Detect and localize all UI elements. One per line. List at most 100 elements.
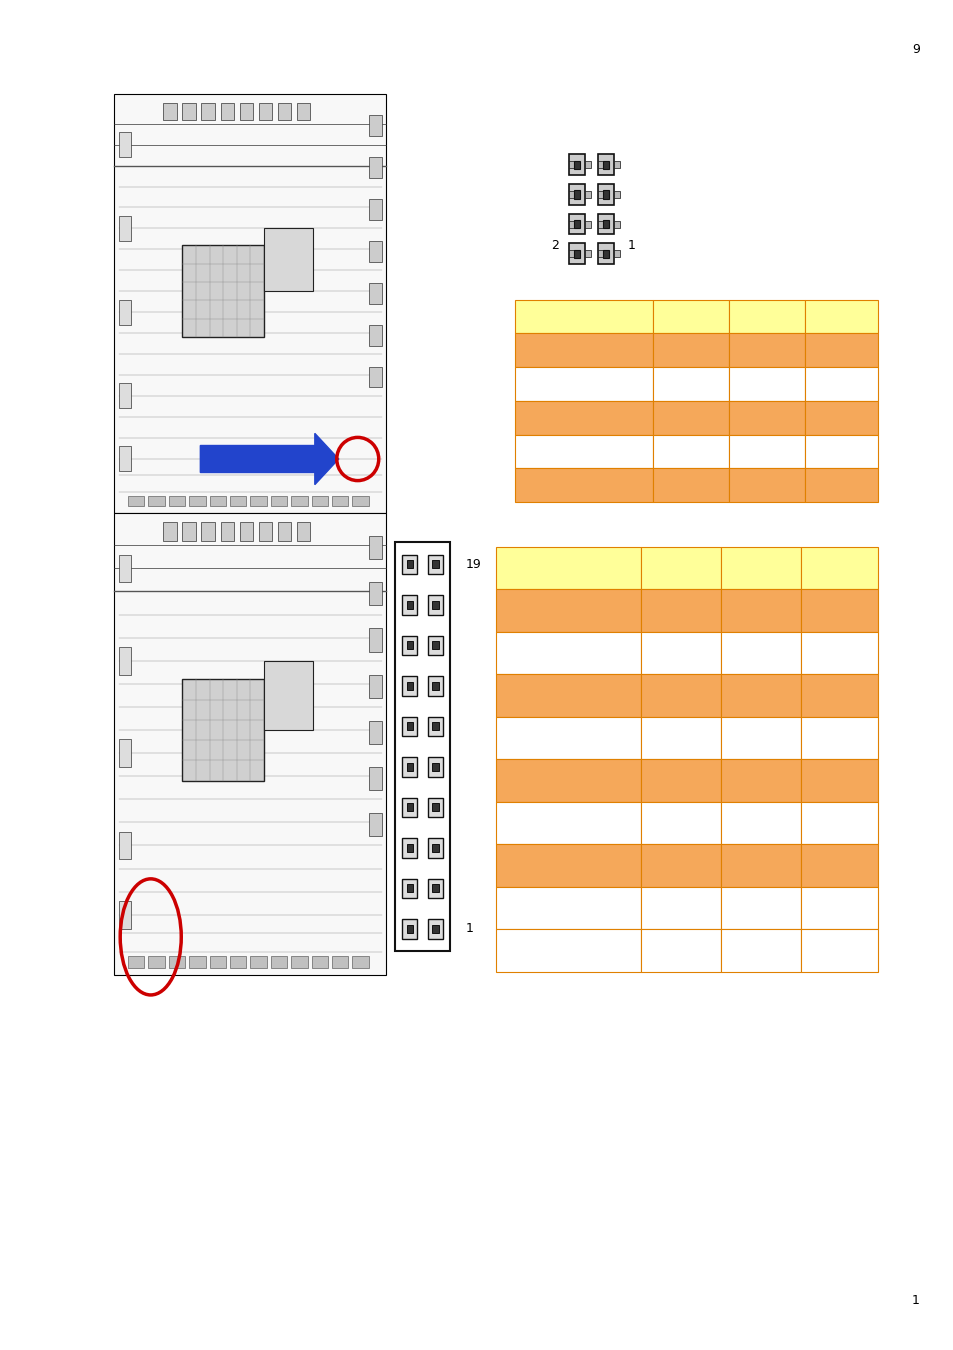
Bar: [401, 676, 416, 695]
Bar: [432, 641, 438, 649]
Bar: [264, 228, 313, 292]
Bar: [369, 721, 381, 744]
Bar: [720, 589, 801, 632]
Bar: [169, 956, 185, 968]
Bar: [230, 956, 246, 968]
Bar: [401, 838, 416, 857]
Bar: [496, 845, 640, 887]
Bar: [584, 190, 590, 198]
Bar: [264, 660, 313, 730]
Bar: [720, 547, 801, 589]
Bar: [119, 132, 131, 158]
Bar: [496, 547, 640, 589]
Bar: [496, 802, 640, 845]
Bar: [427, 919, 442, 938]
Bar: [427, 838, 442, 857]
Bar: [432, 560, 438, 568]
Bar: [640, 632, 720, 675]
Bar: [230, 495, 246, 506]
Bar: [574, 220, 579, 228]
Bar: [568, 154, 584, 176]
Bar: [427, 636, 442, 655]
Bar: [584, 250, 590, 258]
Bar: [614, 250, 619, 258]
Bar: [119, 555, 131, 582]
Bar: [352, 956, 368, 968]
Bar: [114, 95, 386, 513]
Bar: [728, 367, 804, 401]
Bar: [369, 629, 381, 652]
Bar: [728, 435, 804, 468]
Bar: [432, 844, 438, 852]
Bar: [597, 243, 614, 265]
Bar: [401, 555, 416, 574]
Bar: [568, 213, 584, 235]
Bar: [720, 632, 801, 675]
Bar: [801, 887, 877, 929]
Bar: [312, 495, 328, 506]
Bar: [201, 522, 214, 541]
Bar: [801, 802, 877, 845]
Bar: [220, 522, 233, 541]
Bar: [239, 522, 253, 541]
Bar: [640, 717, 720, 759]
Bar: [401, 717, 416, 736]
Bar: [369, 767, 381, 790]
Bar: [128, 956, 144, 968]
Bar: [720, 717, 801, 759]
Bar: [640, 845, 720, 887]
Bar: [568, 250, 574, 258]
Bar: [801, 929, 877, 972]
Bar: [496, 717, 640, 759]
Bar: [515, 468, 652, 502]
Bar: [801, 845, 877, 887]
Bar: [584, 220, 590, 228]
Bar: [728, 300, 804, 333]
Bar: [515, 367, 652, 401]
Bar: [801, 717, 877, 759]
Bar: [652, 401, 728, 435]
Bar: [574, 250, 579, 258]
Bar: [291, 495, 307, 506]
Bar: [406, 884, 413, 892]
Bar: [114, 513, 386, 975]
Bar: [369, 675, 381, 698]
Bar: [427, 595, 442, 614]
Bar: [277, 103, 291, 120]
Bar: [406, 560, 413, 568]
Text: 2: 2: [551, 239, 558, 252]
Bar: [406, 601, 413, 609]
Bar: [652, 333, 728, 367]
Bar: [258, 103, 272, 120]
Bar: [352, 495, 368, 506]
Bar: [210, 495, 226, 506]
Bar: [406, 803, 413, 811]
Bar: [369, 367, 381, 387]
Bar: [277, 522, 291, 541]
Text: 1: 1: [465, 922, 473, 936]
Bar: [210, 956, 226, 968]
Bar: [614, 220, 619, 228]
Bar: [332, 495, 348, 506]
Bar: [640, 759, 720, 802]
Bar: [720, 887, 801, 929]
Bar: [801, 547, 877, 589]
Bar: [568, 220, 574, 228]
Bar: [258, 522, 272, 541]
Bar: [432, 803, 438, 811]
Bar: [602, 190, 608, 198]
Bar: [597, 184, 614, 205]
Bar: [597, 213, 614, 235]
Bar: [728, 401, 804, 435]
Bar: [296, 522, 310, 541]
Bar: [401, 595, 416, 614]
Bar: [804, 300, 877, 333]
Bar: [432, 601, 438, 609]
Bar: [584, 161, 590, 169]
Bar: [296, 103, 310, 120]
Bar: [406, 763, 413, 771]
Bar: [801, 632, 877, 675]
Bar: [602, 250, 608, 258]
Bar: [119, 383, 131, 408]
Bar: [720, 929, 801, 972]
